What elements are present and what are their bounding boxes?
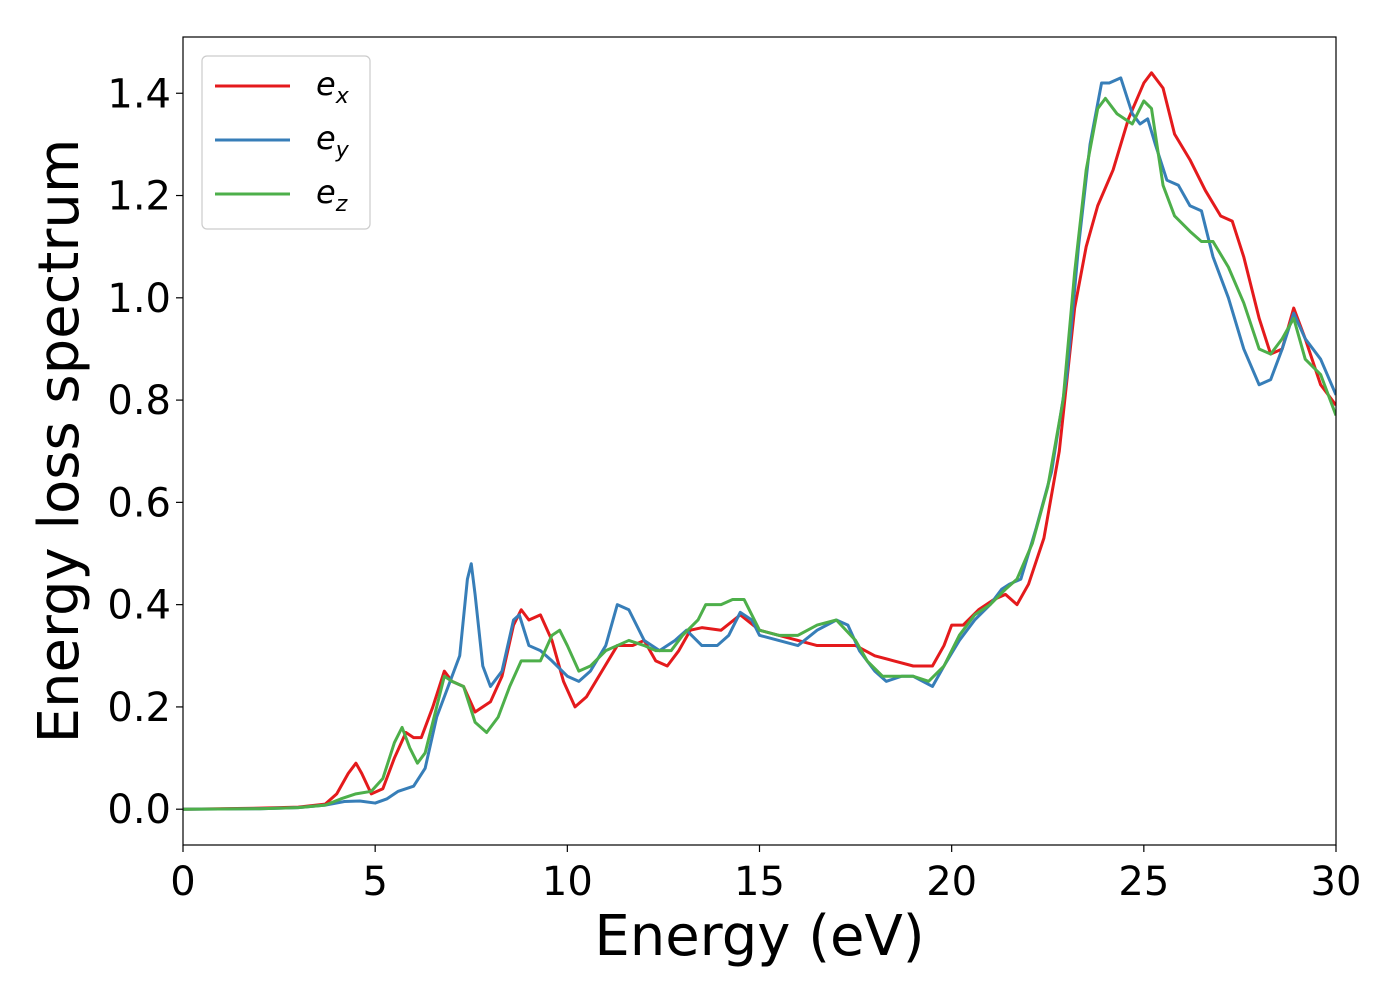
x-tick-label: 5 — [362, 859, 387, 905]
x-tick-label: 20 — [926, 859, 977, 905]
legend-label-y: ey — [316, 119, 350, 163]
legend-label-x: ex — [316, 65, 350, 109]
x-tick-label: 15 — [734, 859, 785, 905]
x-tick-label: 10 — [542, 859, 593, 905]
y-axis-title: Energy loss spectrum — [27, 139, 92, 744]
y-tick-label: 1.0 — [107, 276, 171, 322]
y-tick-label: 0.0 — [107, 787, 171, 833]
x-tick-label: 30 — [1311, 859, 1362, 905]
legend-box — [201, 55, 371, 230]
y-tick-label: 0.2 — [107, 685, 171, 731]
y-tick-label: 0.6 — [107, 480, 171, 526]
legend-label-z: ez — [316, 173, 348, 217]
legend: ex ey ez — [201, 55, 371, 230]
axes-layer: 0 5 10 15 20 25 30 0.0 0.2 0.4 0.6 0.8 1.0 1.2 1.4 — [107, 36, 1362, 905]
x-tick-label: 0 — [170, 859, 195, 905]
y-tick-label: 1.2 — [107, 174, 171, 220]
y-tick-label: 0.8 — [107, 378, 171, 424]
series-line-z — [183, 96, 1336, 811]
y-tick-label: 0.4 — [107, 583, 171, 629]
series-line-y — [183, 76, 1336, 811]
series-layer — [183, 71, 1336, 811]
y-tick-label: 1.4 — [107, 71, 171, 117]
x-axis-title: Energy (eV) — [594, 904, 924, 969]
x-tick-label: 25 — [1118, 859, 1169, 905]
